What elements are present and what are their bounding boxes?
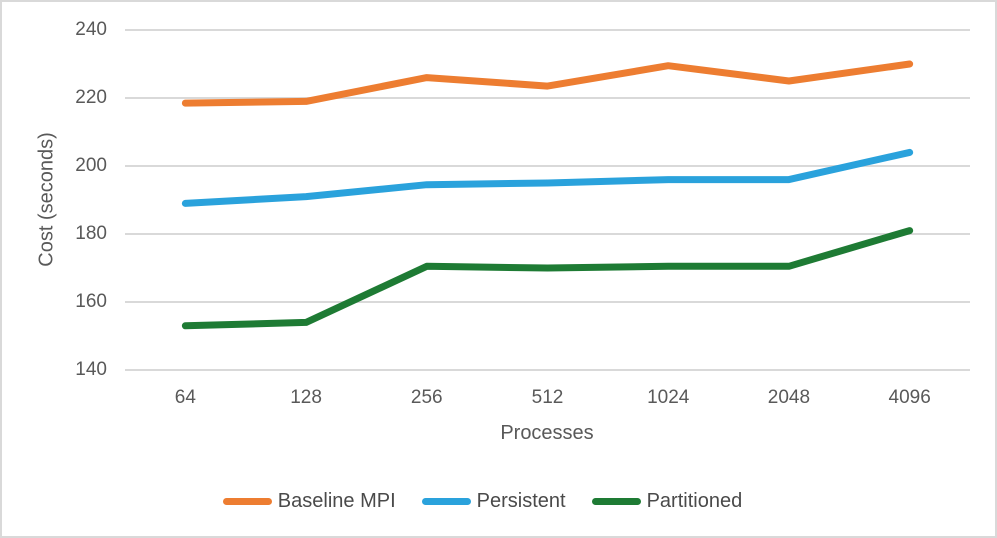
x-tick-label-128: 128 [290,387,322,408]
chart-legend: Baseline MPI Persistent Partitioned [2,490,981,513]
legend-label: Partitioned [646,490,743,512]
x-tick-label-512: 512 [531,387,564,408]
y-axis-title: Cost (seconds) [35,132,58,267]
legend-label: Persistent [476,490,566,512]
x-tick-label-64: 64 [174,387,196,408]
y-tick-label-180: 180 [75,223,107,244]
x-axis-title: Processes [500,422,594,444]
legend-item-baseline-mpi: Baseline MPI [222,490,396,513]
x-tick-label-2048: 2048 [767,387,811,408]
legend-swatch-icon [421,498,471,505]
series-line-partitioned [181,227,914,330]
legend-swatch-icon [591,498,641,505]
y-tick-label-160: 160 [75,291,107,312]
y-tick-label-140: 140 [75,359,107,380]
legend-item-persistent: Persistent [421,490,566,513]
y-tick-label-240: 240 [75,19,107,40]
series-line-persistent [181,148,914,207]
series-line-baseline-mpi [181,60,914,107]
y-tick-label-200: 200 [75,155,107,176]
legend-label: Baseline MPI [277,490,396,512]
x-tick-label-1024: 1024 [647,387,690,408]
legend-item-partitioned: Partitioned [591,490,743,513]
y-tick-label-220: 220 [75,87,107,108]
legend-swatch-icon [222,498,272,505]
x-tick-label-4096: 4096 [888,387,931,408]
x-tick-label-256: 256 [410,387,443,408]
